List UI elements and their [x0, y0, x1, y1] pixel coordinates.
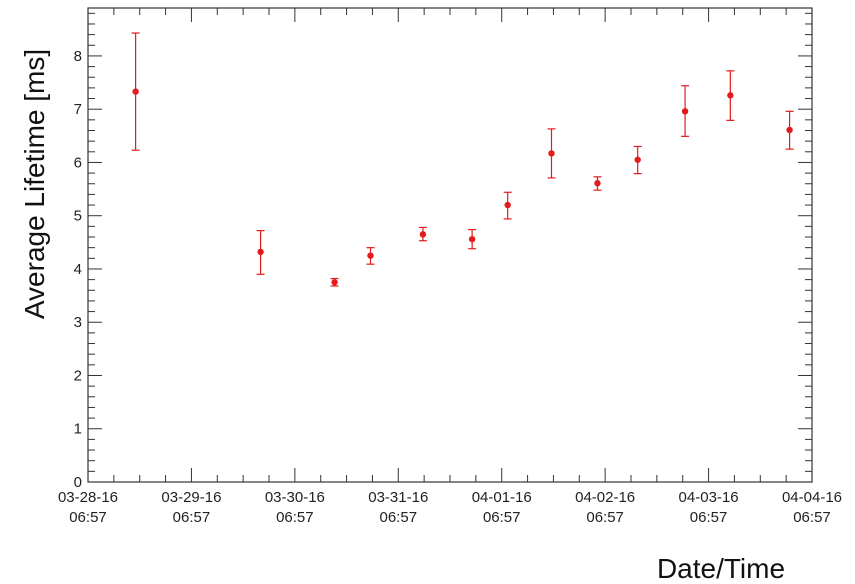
x-tick-label-time: 06:57: [173, 509, 211, 526]
y-tick-label: 8: [74, 48, 82, 65]
data-point: [594, 180, 601, 187]
x-tick-label-time: 06:57: [276, 509, 314, 526]
x-tick-label-date: 03-30-16: [265, 489, 325, 506]
data-point: [257, 248, 264, 256]
chart-marks: [131, 32, 794, 287]
x-tick-label-date: 03-29-16: [161, 489, 221, 506]
data-point: [468, 235, 476, 243]
x-tick-label-time: 06:57: [69, 509, 107, 526]
x-tick-label-time: 06:57: [380, 509, 418, 526]
data-point: [634, 156, 641, 163]
chart-axes: 0 1 2 3 4 5 6 7 8 03-28-16 06:57 03-29-16 06:57 03-30…: [58, 7, 842, 526]
y-tick-label: 3: [74, 314, 82, 331]
x-tick-label-date: 04-03-16: [679, 489, 739, 506]
x-tick-label-date: 04-02-16: [575, 489, 635, 506]
data-point: [132, 88, 139, 95]
y-tick-label: 7: [74, 101, 82, 118]
y-axis-title: Average Lifetime [ms]: [19, 49, 50, 319]
data-point: [786, 126, 793, 134]
x-tick-label-time: 06:57: [483, 509, 521, 526]
y-tick-label: 2: [74, 367, 82, 384]
data-point: [727, 92, 734, 99]
data-point: [504, 201, 511, 209]
plot-frame: [87, 7, 813, 483]
data-point: [331, 279, 338, 286]
y-tick-label: 4: [74, 261, 82, 278]
y-tick-label: 5: [74, 208, 82, 225]
x-tick-label-time: 06:57: [690, 509, 728, 526]
x-tick-label-date: 03-28-16: [58, 489, 118, 506]
x-tick-label-date: 04-01-16: [472, 489, 532, 506]
x-tick-label-date: 03-31-16: [368, 489, 428, 506]
x-tick-label-time: 06:57: [793, 509, 831, 526]
data-point: [367, 252, 374, 259]
data-point: [419, 231, 427, 238]
y-tick-label: 6: [74, 154, 82, 171]
x-axis-title: Date/Time: [657, 553, 785, 584]
y-tick-label: 1: [74, 421, 82, 438]
y-tick-label: 0: [74, 474, 82, 491]
data-point: [548, 150, 555, 157]
data-point: [681, 108, 689, 115]
x-tick-label-time: 06:57: [586, 509, 624, 526]
x-tick-label-date: 04-04-16: [782, 489, 842, 506]
